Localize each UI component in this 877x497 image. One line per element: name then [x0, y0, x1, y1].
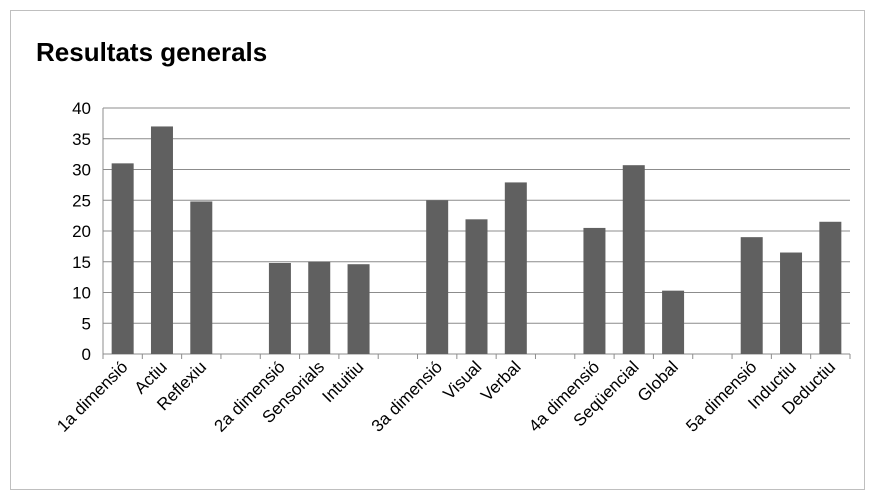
bar	[426, 200, 449, 354]
y-tick-label: 30	[72, 161, 91, 180]
y-tick-label: 25	[72, 191, 91, 210]
bar	[583, 227, 606, 354]
y-tick-label: 0	[82, 345, 91, 364]
y-tick-label: 20	[72, 222, 91, 241]
bar	[268, 262, 291, 354]
x-tick-label: Visual	[439, 357, 485, 403]
bar	[150, 126, 173, 354]
y-tick-label: 35	[72, 130, 91, 149]
chart-title: Resultats generals	[36, 37, 268, 67]
bar	[662, 290, 685, 354]
x-tick-label: Intuitiu	[319, 357, 368, 406]
bar	[347, 264, 370, 354]
bar	[308, 261, 331, 354]
y-tick-label: 15	[72, 253, 91, 272]
bar	[465, 219, 488, 354]
x-tick-label: 3a dimensió	[368, 357, 446, 435]
x-tick-label: Verbal	[477, 357, 525, 405]
bar	[190, 201, 213, 354]
y-tick-label: 10	[72, 284, 91, 303]
bar	[111, 163, 134, 354]
bar	[504, 182, 527, 354]
bar	[780, 252, 803, 354]
bar	[622, 165, 645, 354]
y-tick-label: 5	[82, 314, 91, 333]
y-tick-label: 40	[72, 99, 91, 118]
bar	[819, 221, 842, 354]
x-tick-label: 1a dimensió	[53, 357, 131, 435]
x-tick-label: Global	[634, 357, 682, 405]
bar	[740, 237, 763, 354]
